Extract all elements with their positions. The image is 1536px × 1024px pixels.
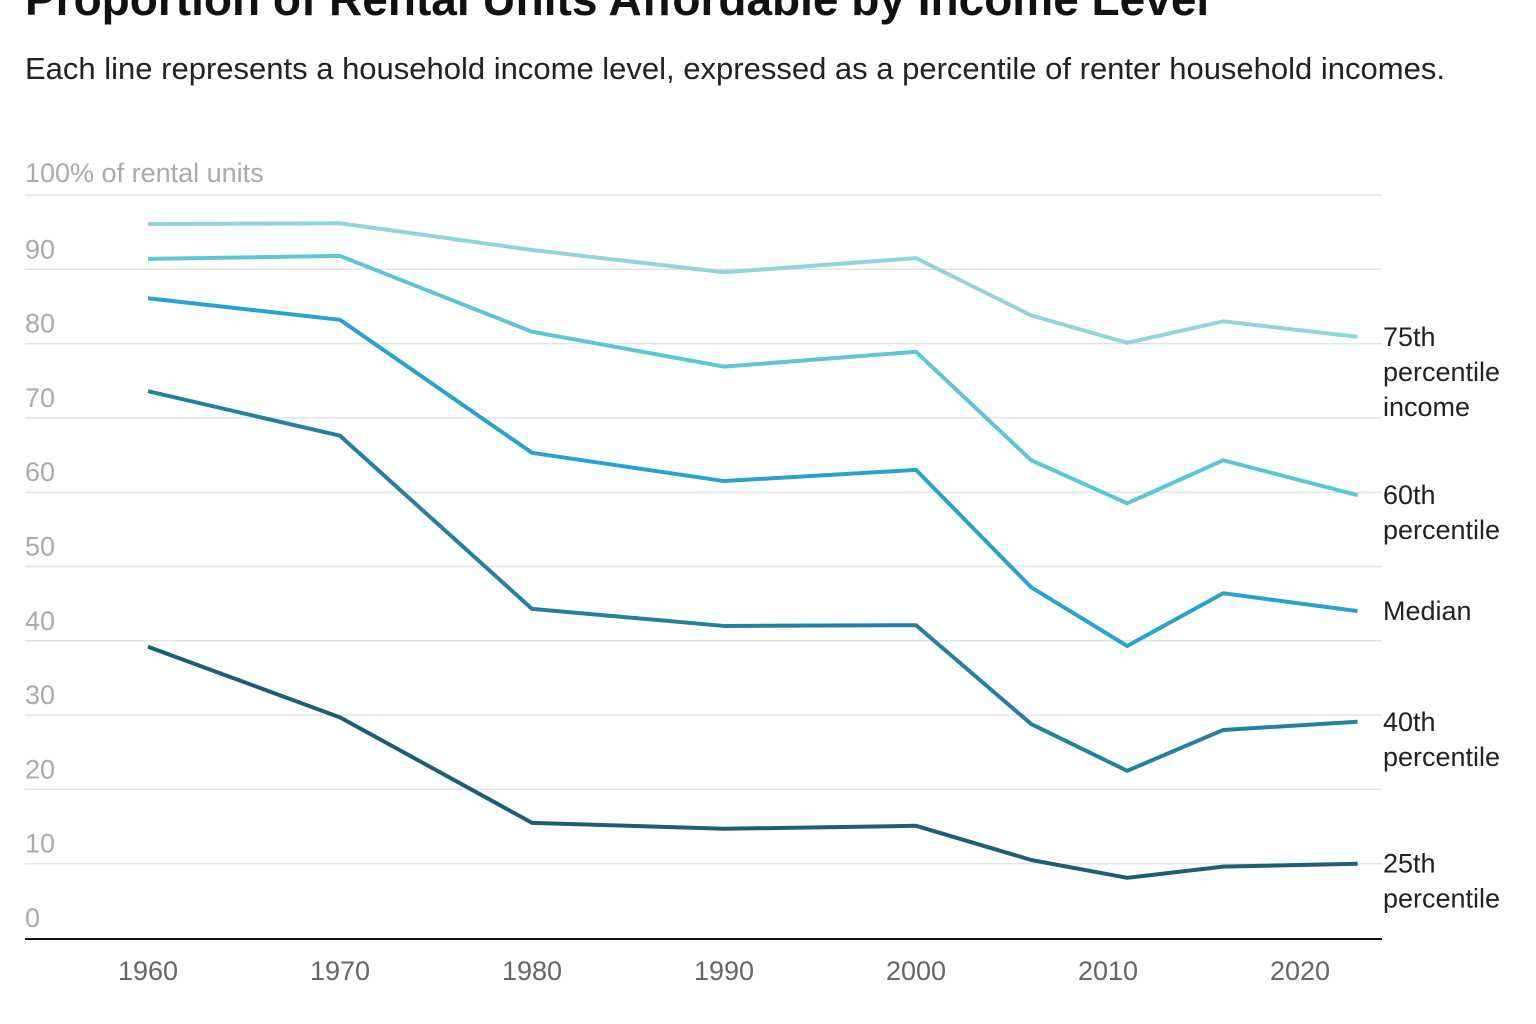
x-tick-label: 2020 xyxy=(1270,956,1330,986)
series-label-4: 25th percentile xyxy=(1383,849,1500,914)
y-tick-label: 40 xyxy=(25,606,55,636)
chart-title: Proportion of Rental Units Affordable by… xyxy=(25,0,1209,26)
series-line-0 xyxy=(147,221,1358,345)
series-line-2 xyxy=(147,296,1358,649)
series-line-3 xyxy=(147,389,1358,773)
y-tick-label: 20 xyxy=(25,754,55,784)
series-line-4 xyxy=(147,644,1358,880)
y-tick-label: 80 xyxy=(25,309,55,339)
series-label-2: Median xyxy=(1383,596,1472,626)
x-tick-label: 1970 xyxy=(310,956,370,986)
y-axis-label: 100% of rental units xyxy=(25,158,264,188)
x-tick-label: 1990 xyxy=(694,956,754,986)
y-tick-label: 30 xyxy=(25,680,55,710)
x-tick-label: 1960 xyxy=(118,956,178,986)
y-tick-label: 10 xyxy=(25,829,55,859)
y-tick-label: 50 xyxy=(25,532,55,562)
x-tick-label: 1980 xyxy=(502,956,562,986)
y-tick-label: 0 xyxy=(25,903,40,933)
series-label-1: 60th percentile xyxy=(1383,480,1500,545)
x-tick-label: 2010 xyxy=(1078,956,1138,986)
y-tick-label: 90 xyxy=(25,234,55,264)
chart-subtitle: Each line represents a household income … xyxy=(25,51,1445,86)
series-line-1 xyxy=(147,253,1359,506)
series-label-3: 40th percentile xyxy=(1383,707,1500,772)
x-tick-label: 2000 xyxy=(886,956,946,986)
series-label-0: 75th percentile income xyxy=(1383,322,1500,422)
y-tick-label: 60 xyxy=(25,457,55,487)
y-tick-label: 70 xyxy=(25,383,55,413)
